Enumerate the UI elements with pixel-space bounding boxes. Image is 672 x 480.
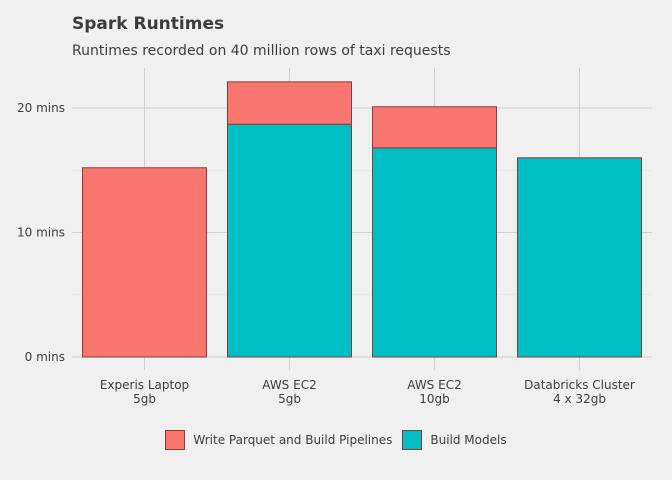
y-tick-label: 0 mins xyxy=(25,350,65,364)
x-tick-label-line1: AWS EC2 xyxy=(407,378,461,392)
bars xyxy=(83,82,642,357)
x-tick-label-line1: Databricks Cluster xyxy=(524,378,635,392)
legend-item-write-parquet: Write Parquet and Build Pipelines xyxy=(165,430,392,450)
legend-key-write-parquet xyxy=(165,430,185,450)
x-tick-label-line2: 10gb xyxy=(419,392,450,406)
y-axis-tick-labels: 0 mins 10 mins 20 mins xyxy=(17,101,65,364)
x-tick-label-line1: AWS EC2 xyxy=(262,378,316,392)
y-tick-label: 10 mins xyxy=(17,226,65,240)
legend: Write Parquet and Build Pipelines Build … xyxy=(0,430,672,450)
legend-label-write-parquet: Write Parquet and Build Pipelines xyxy=(193,433,392,447)
bar-write-parquet-and-build-pipelines-1 xyxy=(83,168,207,357)
bar-build-models-4 xyxy=(518,158,642,357)
bar-build-models-3 xyxy=(373,148,497,357)
y-tick-label: 20 mins xyxy=(17,101,65,115)
x-tick-label-line1: Experis Laptop xyxy=(100,378,189,392)
bar-write-parquet-and-build-pipelines-3 xyxy=(373,107,497,148)
legend-key-build-models xyxy=(402,430,422,450)
legend-label-build-models: Build Models xyxy=(430,433,506,447)
x-tick-label-line2: 5gb xyxy=(133,392,156,406)
legend-item-build-models: Build Models xyxy=(402,430,506,450)
bar-build-models-2 xyxy=(228,124,352,357)
bar-write-parquet-and-build-pipelines-2 xyxy=(228,82,352,124)
x-tick-label-line2: 4 x 32gb xyxy=(553,392,606,406)
x-tick-label-line2: 5gb xyxy=(278,392,301,406)
